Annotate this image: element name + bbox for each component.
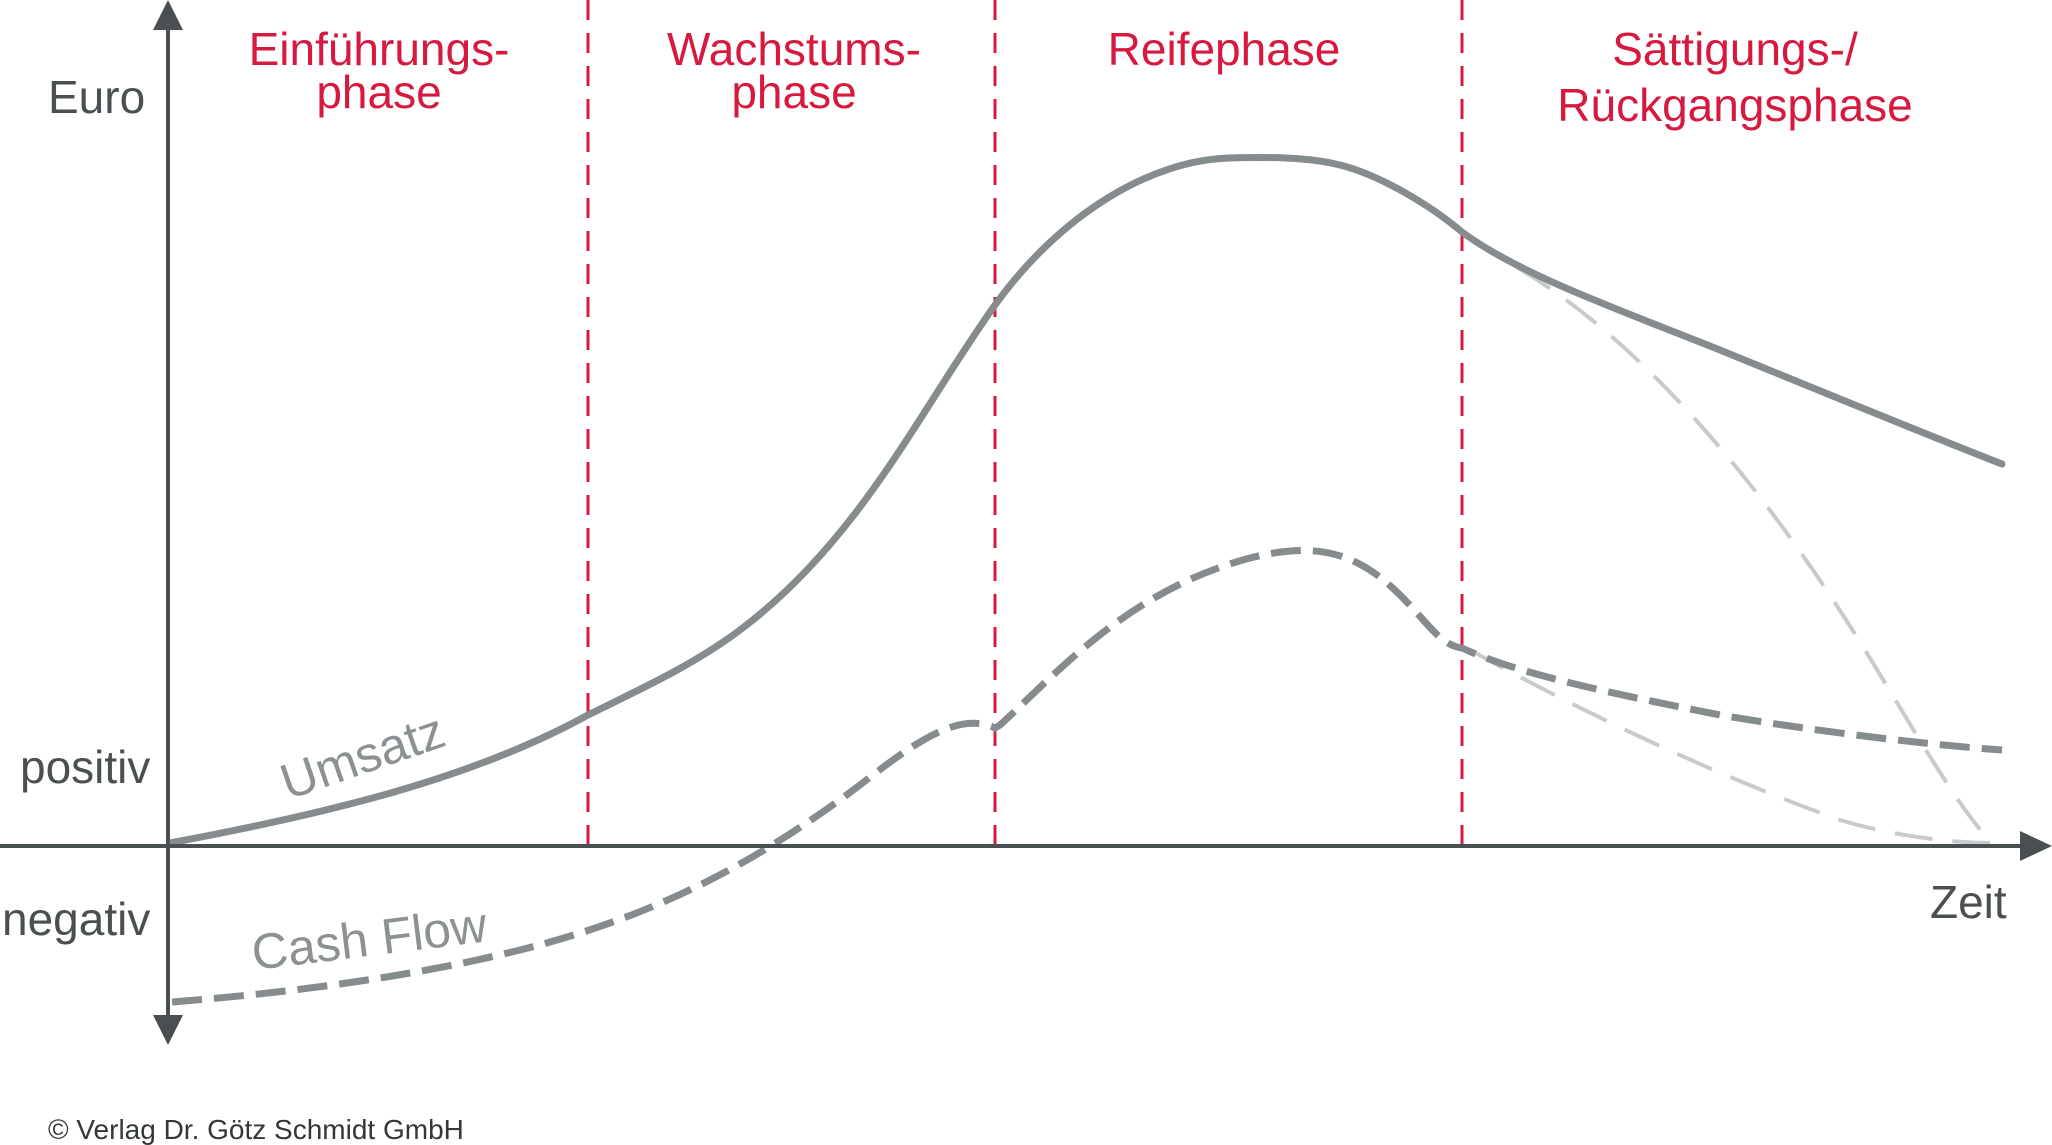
x-axis-label: Zeit	[1930, 876, 2007, 928]
phase-label-growth-line1: Wachstums-	[667, 23, 921, 75]
umsatz-curve	[166, 153, 2006, 847]
alt-cashflow-decline-curve	[1469, 648, 1993, 845]
negative-label: negativ	[2, 893, 150, 945]
phase-dividers	[586, 0, 1464, 847]
cashflow-label: Cash Flow	[249, 896, 491, 980]
positive-label: positiv	[20, 741, 150, 793]
cashflow-curve	[171, 546, 2003, 1006]
phase-label-saturation-line1: Sättigungs-/	[1612, 23, 1858, 75]
umsatz-label: Umsatz	[273, 702, 451, 810]
phase-label-maturity: Reifephase	[1108, 23, 1341, 75]
axes	[0, 0, 2052, 1045]
phase-label-introduction-line2: phase	[316, 66, 441, 118]
alt-umsatz-decline-curve	[1516, 266, 1994, 845]
y-axis-arrow-up-icon	[153, 0, 183, 30]
y-axis-label: Euro	[48, 71, 145, 123]
phase-label-growth-line2: phase	[731, 66, 856, 118]
y-axis-arrow-down-icon	[153, 1015, 183, 1045]
x-axis-arrow-right-icon	[2020, 831, 2052, 861]
phase-label-introduction-line1: Einführungs-	[249, 23, 510, 75]
phase-labels: Einführungs- phase Wachstums- phase Reif…	[249, 23, 1913, 131]
alternative-scenario-curves	[1469, 266, 1994, 845]
phase-label-saturation-line2: Rückgangsphase	[1557, 79, 1912, 131]
copyright-notice: © Verlag Dr. Götz Schmidt GmbH	[48, 1114, 464, 1145]
